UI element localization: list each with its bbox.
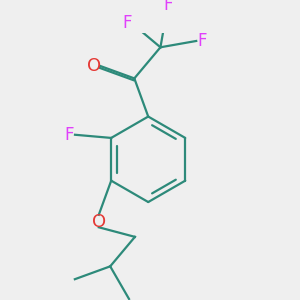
Text: O: O: [87, 57, 101, 75]
Text: F: F: [64, 126, 74, 144]
Text: F: F: [122, 14, 132, 32]
Text: O: O: [92, 213, 106, 231]
Text: F: F: [198, 32, 207, 50]
Text: F: F: [163, 0, 172, 14]
